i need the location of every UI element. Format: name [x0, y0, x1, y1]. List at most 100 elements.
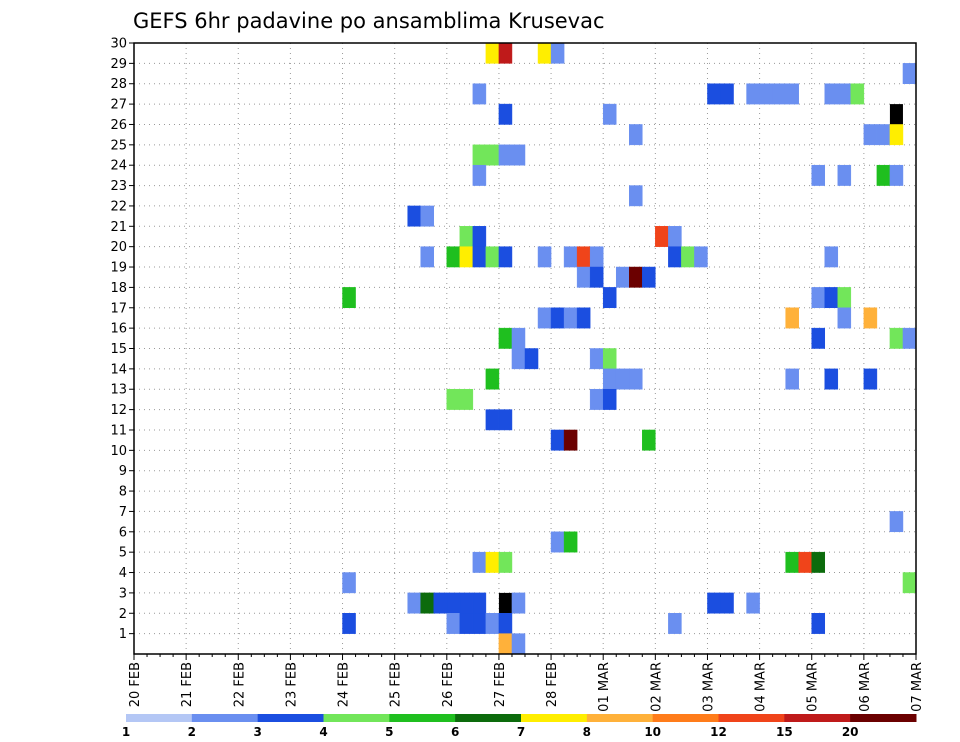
heatmap-cell: [811, 164, 826, 186]
y-tick-label: 17: [110, 301, 127, 316]
y-tick-label: 28: [110, 77, 127, 92]
y-tick-label: 21: [110, 220, 127, 235]
heatmap-cell: [498, 551, 513, 573]
y-tick-label: 12: [110, 403, 127, 418]
heatmap-cells: [342, 42, 917, 655]
heatmap-cell: [563, 531, 578, 553]
heatmap-cell: [563, 307, 578, 329]
heatmap-cell: [902, 327, 917, 349]
heatmap-cell: [472, 83, 487, 105]
heatmap-cell: [511, 144, 526, 166]
heatmap-cell: [459, 613, 474, 634]
heatmap-cell: [602, 348, 617, 370]
x-tick-label: 07 MAR: [910, 662, 925, 712]
legend-label: 20: [842, 725, 859, 739]
heatmap-cell: [498, 103, 513, 125]
heatmap-cell: [811, 613, 826, 634]
y-tick-label: 30: [110, 37, 127, 52]
heatmap-cell: [746, 83, 760, 105]
heatmap-cell: [550, 429, 565, 451]
heatmap-cell: [889, 164, 904, 186]
x-tick-label: 06 MAR: [858, 662, 873, 712]
y-tick-label: 7: [119, 505, 127, 520]
heatmap-cell: [498, 246, 513, 268]
y-tick-label: 26: [110, 118, 127, 133]
heatmap-cell: [446, 388, 461, 410]
legend-label: 7: [517, 725, 525, 739]
heatmap-cell: [550, 307, 565, 329]
legend-label: 15: [776, 725, 793, 739]
heatmap-cell: [550, 42, 565, 64]
heatmap-cell: [837, 164, 852, 186]
heatmap-cell: [811, 551, 826, 573]
heatmap-cell: [459, 226, 474, 247]
heatmap-cell: [472, 144, 487, 166]
heatmap-cell: [602, 388, 617, 410]
heatmap-cell: [511, 592, 526, 614]
heatmap-cell: [485, 144, 500, 166]
heatmap-cell: [811, 287, 826, 309]
heatmap-cell: [785, 551, 799, 573]
y-tick-label: 9: [119, 464, 127, 479]
x-tick-label: 04 MAR: [754, 662, 769, 712]
y-tick-label: 3: [119, 586, 127, 601]
heatmap-cell: [342, 572, 356, 594]
heatmap-cell: [707, 83, 721, 105]
y-tick-label: 25: [110, 138, 127, 153]
legend-swatch: [652, 714, 719, 722]
heatmap-cell: [433, 592, 448, 614]
y-tick-label: 29: [110, 57, 127, 72]
heatmap-cell: [668, 246, 682, 268]
heatmap-cell: [889, 124, 904, 146]
heatmap-cell: [615, 266, 630, 288]
legend-swatch: [389, 714, 456, 722]
heatmap-cell: [537, 307, 552, 329]
heatmap-cell: [563, 429, 578, 451]
heatmap-cell: [420, 246, 435, 268]
heatmap-cell: [498, 144, 513, 166]
legend-label: 1: [122, 725, 130, 739]
heatmap-cell: [837, 83, 852, 105]
legend-label: 12: [710, 725, 727, 739]
x-tick-label: 01 MAR: [597, 662, 612, 712]
legend-label: 4: [319, 725, 327, 739]
heatmap-cell: [655, 226, 669, 247]
heatmap-cell: [472, 592, 487, 614]
x-tick-label: 22 FEB: [232, 662, 247, 707]
y-tick-label: 23: [110, 179, 127, 194]
heatmap-cell: [472, 226, 487, 247]
y-tick-label: 16: [110, 322, 127, 337]
legend-swatch: [455, 714, 522, 722]
legend-swatch: [718, 714, 785, 722]
heatmap-cell: [759, 83, 773, 105]
heatmap-cell: [629, 124, 643, 146]
y-tick-label: 8: [119, 485, 127, 500]
y-tick-label: 27: [110, 98, 127, 113]
heatmap-cell: [537, 246, 552, 268]
y-tick-label: 5: [119, 546, 127, 561]
y-tick-label: 18: [110, 281, 127, 296]
heatmap-cell: [472, 613, 487, 634]
heatmap-cell: [576, 307, 591, 329]
heatmap-cell: [902, 572, 917, 594]
heatmap-cell: [472, 164, 487, 186]
heatmap-cell: [889, 104, 903, 125]
x-tick-label: 20 FEB: [128, 662, 143, 707]
legend-label: 3: [253, 725, 261, 739]
heatmap-cell: [720, 592, 734, 614]
x-tick-label: 27 FEB: [493, 662, 508, 707]
y-tick-label: 19: [110, 261, 127, 276]
heatmap-cell: [498, 613, 513, 634]
heatmap-cell: [589, 266, 604, 288]
heatmap-cell: [576, 246, 591, 268]
legend-swatch: [126, 714, 193, 722]
heatmap-cell: [563, 246, 578, 268]
y-axis-ticks: 1234567891011121314151617181920212223242…: [110, 37, 134, 642]
heatmap-cell: [537, 42, 552, 64]
legend-label: 8: [583, 725, 591, 739]
y-tick-label: 11: [110, 423, 127, 438]
heatmap-cell: [902, 63, 917, 84]
x-axis-ticks: 20 FEB 21 FEB 22 FEB 23 FEB 24 FEB 25 FEB 26 F…: [128, 654, 925, 712]
heatmap-cell: [485, 613, 500, 634]
heatmap-cell: [746, 592, 760, 614]
